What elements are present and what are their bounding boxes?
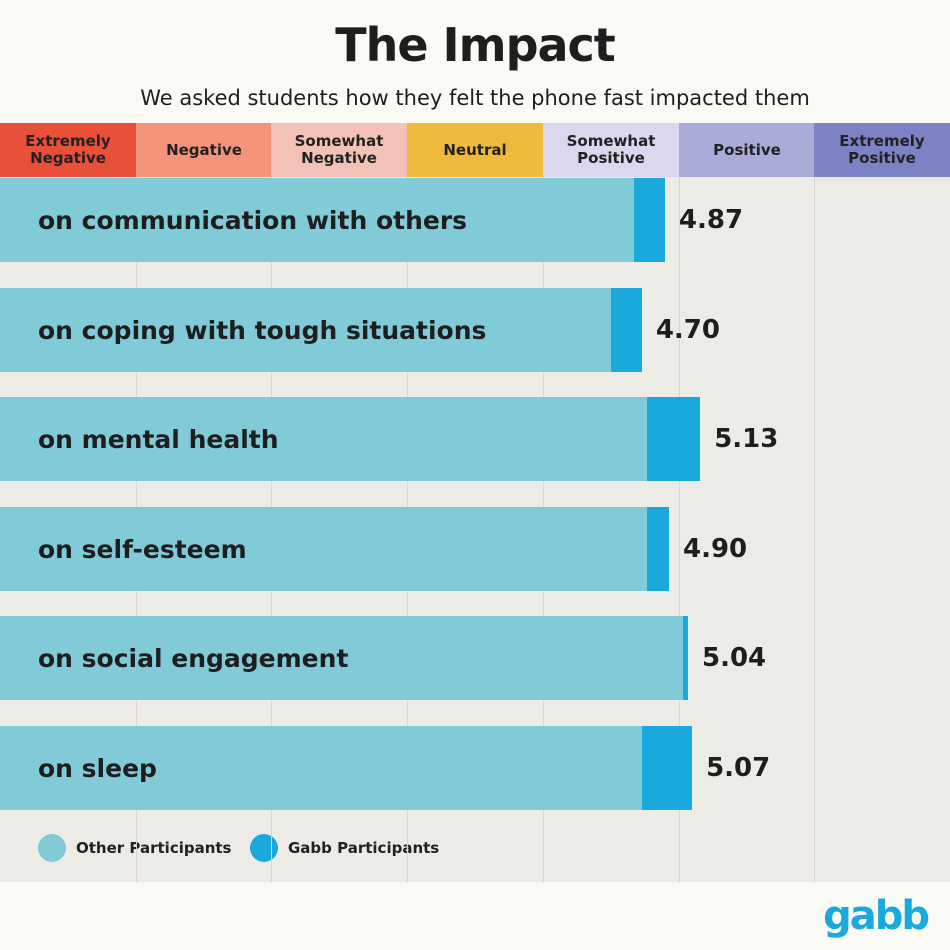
- bar-other: [0, 288, 611, 372]
- legend-item-other: Other Participants: [38, 834, 232, 862]
- value-label: 4.90: [683, 534, 748, 564]
- scale-header: Extremely Negative: [0, 123, 136, 177]
- bar-label: on social engagement: [38, 643, 349, 673]
- gridline: [679, 177, 680, 882]
- plot-area: Other Participants Gabb Participants Ext…: [0, 123, 950, 882]
- value-label: 5.07: [706, 753, 771, 783]
- scale-header: Somewhat Positive: [543, 123, 679, 177]
- bar-other: [0, 616, 683, 700]
- legend-item-gabb: Gabb Participants: [250, 834, 439, 862]
- gabb-logo: gabb: [823, 893, 930, 939]
- scale-header: Positive: [679, 123, 815, 177]
- legend-swatch-other: [38, 834, 66, 862]
- bar-other: [0, 178, 634, 262]
- scale-header: Neutral: [407, 123, 543, 177]
- chart-subtitle: We asked students how they felt the phon…: [140, 86, 810, 110]
- bar-label: on mental health: [38, 424, 279, 454]
- scale-header: Somewhat Negative: [271, 123, 407, 177]
- value-label: 4.87: [678, 205, 744, 235]
- value-label: 5.04: [702, 643, 767, 673]
- value-label: 4.70: [655, 315, 720, 345]
- scale-header: Extremely Positive: [814, 123, 950, 177]
- bar-label: on sleep: [38, 753, 157, 783]
- bar-other: [0, 726, 642, 810]
- gridline: [814, 177, 815, 882]
- legend-label-other: Other Participants: [76, 839, 232, 857]
- bar-label: on self-esteem: [38, 534, 247, 564]
- scale-header: Negative: [136, 123, 272, 177]
- bar-label: on coping with tough situations: [38, 315, 487, 345]
- bar-other: [0, 397, 648, 481]
- legend-swatch-gabb: [250, 834, 278, 862]
- bar-other: [0, 507, 648, 591]
- value-label: 5.13: [714, 424, 779, 454]
- bar-label: on communication with others: [38, 205, 468, 235]
- chart-title: The Impact: [335, 18, 616, 72]
- legend-label-gabb: Gabb Participants: [288, 839, 440, 857]
